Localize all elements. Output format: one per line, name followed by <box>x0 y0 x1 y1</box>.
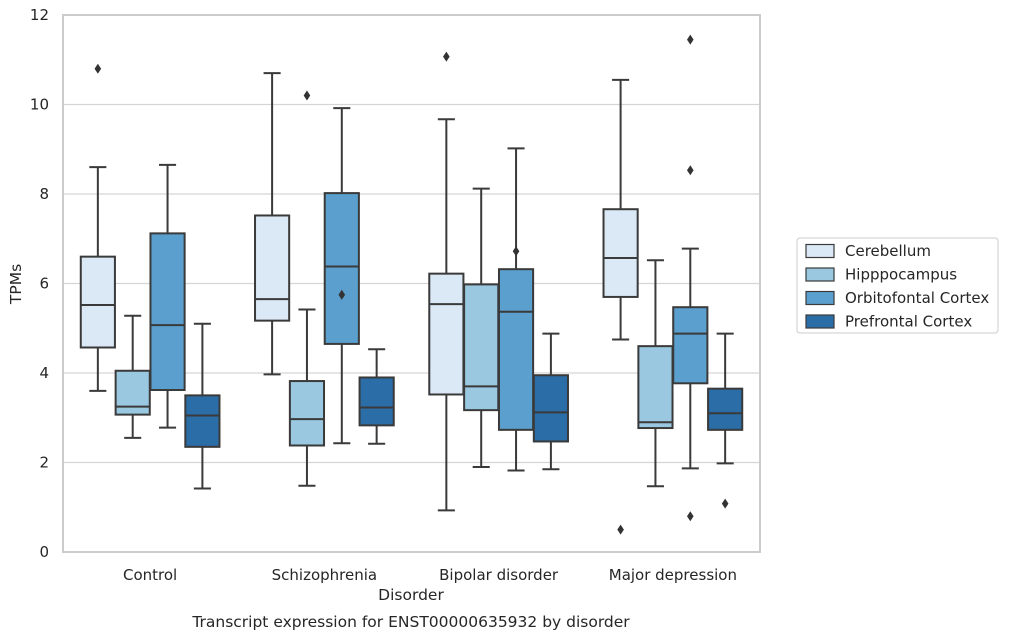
outlier-point <box>617 524 624 535</box>
outlier-point <box>687 511 694 522</box>
box-body <box>79 255 116 349</box>
legend-swatch <box>805 290 835 306</box>
box-orbitofontal-cortex <box>497 147 535 472</box>
outlier-point <box>687 34 694 45</box>
plot-frame <box>62 14 761 553</box>
box-body <box>637 345 674 430</box>
box-body <box>114 369 151 416</box>
outlier-point <box>94 63 102 74</box>
y-tick-label: 2 <box>39 454 49 472</box>
outlier-point <box>721 498 729 509</box>
legend-label: Prefrontal Cortex <box>845 313 972 331</box>
box-hipppocampus <box>637 259 674 488</box>
box-body <box>428 272 465 396</box>
box-body <box>672 306 709 385</box>
box-prefrontal-cortex <box>707 332 744 509</box>
outlier-point <box>687 165 694 176</box>
box-prefrontal-cortex <box>532 332 569 471</box>
x-axis-title: Disorder <box>378 586 444 604</box>
box-orbitofontal-cortex <box>672 34 709 522</box>
box-body <box>149 232 186 392</box>
y-tick-labels: 0 2 4 6 8 10 12 <box>30 6 49 561</box>
box-body <box>463 283 500 412</box>
legend: Cerebellum Hipppocampus Orbitofontal Corte… <box>796 237 999 334</box>
box-cerebellum <box>79 63 116 392</box>
y-axis-title: TPMs <box>7 264 25 305</box>
legend-label: Hipppocampus <box>845 266 957 284</box>
legend-label: Orbitofontal Cortex <box>845 289 989 307</box>
box-body <box>254 214 291 322</box>
box-body <box>184 394 221 448</box>
legend-swatch <box>805 243 835 259</box>
y-tick-label: 12 <box>30 6 49 24</box>
box-prefrontal-cortex <box>358 348 395 445</box>
legend-swatch <box>805 314 835 329</box>
box-cerebellum <box>254 72 291 376</box>
box-body <box>532 374 569 443</box>
x-tick-label: Bipolar disorder <box>439 566 559 584</box>
box-body <box>497 268 535 431</box>
x-tick-labels: Control Schizophrenia Bipolar disorder Majo… <box>123 566 737 584</box>
outlier-point <box>443 51 450 62</box>
box-orbitofontal-cortex <box>149 163 186 429</box>
box-orbitofontal-cortex <box>323 107 360 445</box>
box-body <box>323 192 360 345</box>
y-tick-label: 0 <box>39 543 49 561</box>
x-tick-label: Schizophrenia <box>272 566 377 584</box>
y-tick-label: 6 <box>39 275 49 293</box>
box-body <box>707 387 744 431</box>
legend-label: Cerebellum <box>845 242 931 260</box>
box-hipppocampus <box>114 314 151 439</box>
x-tick-label: Major depression <box>609 566 737 584</box>
box-groups <box>79 34 744 535</box>
outlier-point <box>303 90 311 101</box>
box-cerebellum <box>428 51 465 512</box>
legend-swatch <box>805 267 835 282</box>
box-body <box>288 380 326 447</box>
box-body <box>602 208 639 298</box>
y-tick-label: 10 <box>30 96 49 114</box>
figure-caption: Transcript expression for ENST0000063593… <box>191 613 630 631</box>
box-cerebellum <box>602 78 639 535</box>
box-prefrontal-cortex <box>184 322 221 490</box>
x-tick-label: Control <box>123 566 177 584</box>
box-hipppocampus <box>288 90 326 487</box>
box-body <box>358 376 395 427</box>
y-tick-label: 8 <box>39 185 49 203</box>
outlier-point <box>338 289 346 300</box>
outlier-point <box>512 246 520 257</box>
legend-frame <box>796 237 999 334</box>
y-tick-label: 4 <box>39 364 49 382</box>
box-hipppocampus <box>463 187 500 468</box>
